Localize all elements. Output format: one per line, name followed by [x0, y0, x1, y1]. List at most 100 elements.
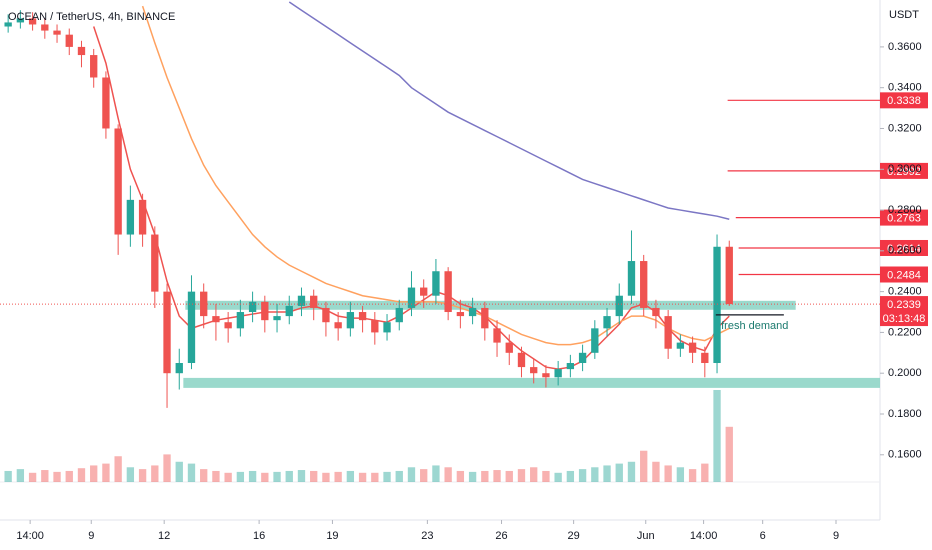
candle-body — [285, 305, 293, 317]
y-tick-label: 0.2000 — [888, 367, 922, 379]
volume-bar — [273, 471, 281, 482]
candle-body — [432, 271, 440, 296]
volume-bar — [688, 469, 697, 482]
volume-bar — [652, 461, 660, 482]
y-tick-label: 0.3600 — [888, 41, 922, 53]
volume-bar — [322, 472, 330, 482]
price-label: 0.3338 — [887, 95, 921, 107]
y-tick-label: 0.2400 — [888, 286, 922, 298]
candle-body — [664, 316, 672, 349]
candle-body — [163, 291, 171, 374]
candle-body — [407, 287, 416, 308]
volume-bar — [224, 472, 232, 482]
volume-bar — [28, 472, 37, 482]
volume-bar — [432, 465, 440, 482]
volume-bar — [640, 450, 648, 482]
candle-body — [640, 261, 648, 308]
plot — [4, 1, 880, 482]
volume-bar — [297, 470, 306, 482]
y-tick-label: 0.2800 — [888, 204, 922, 216]
moving-average — [288, 1, 730, 220]
price-label: 0.2992 — [887, 166, 921, 178]
price-label: 0.2484 — [887, 269, 921, 281]
volume-bar — [200, 469, 208, 482]
candle-body — [371, 320, 379, 333]
volume-bar — [90, 465, 98, 482]
candle-body — [224, 322, 232, 329]
x-tick-label: 14:00 — [690, 530, 718, 542]
candle-body — [627, 261, 636, 296]
candle-body — [358, 312, 367, 321]
x-tick-label: 16 — [253, 530, 265, 542]
candle-body — [261, 301, 269, 321]
y-tick-label: 0.2600 — [888, 245, 922, 257]
volume-bar — [444, 467, 452, 482]
countdown: 03:13:48 — [883, 313, 926, 325]
candle-body — [701, 352, 709, 364]
x-tick-label: 29 — [568, 530, 580, 542]
candle-body — [53, 30, 61, 35]
chart-title: OCEAN / TetherUS, 4h, BINANCE — [8, 11, 175, 23]
y-tick-label: 0.2200 — [888, 326, 922, 338]
candle-body — [4, 22, 12, 27]
candle-body — [493, 328, 501, 343]
candle-body — [383, 322, 391, 333]
volume-bar — [725, 426, 733, 482]
volume-bar — [713, 390, 721, 482]
volume-bar — [4, 470, 12, 482]
candle-body — [420, 287, 428, 296]
volume-bar — [395, 470, 403, 482]
candle-body — [126, 199, 135, 235]
candle-body — [615, 295, 623, 317]
price-label-bg — [880, 209, 928, 226]
y-tick-label: 0.1800 — [888, 408, 922, 420]
volume-bar — [615, 463, 623, 482]
annotation: fresh demand — [721, 320, 788, 332]
price-label-bg — [880, 162, 928, 179]
candle-body — [248, 301, 257, 313]
volume-bar — [530, 467, 538, 482]
candle-body — [676, 342, 685, 349]
price-label-bg — [880, 92, 928, 109]
volume-bar — [346, 470, 355, 482]
zone — [185, 300, 796, 310]
x-tick-label: 26 — [495, 530, 507, 542]
volume-bar — [627, 461, 636, 482]
volume-bar — [261, 472, 269, 482]
volume-bar — [102, 463, 110, 482]
volume-bar — [603, 465, 611, 482]
x-tick-label: Jun — [637, 530, 655, 542]
volume-bar — [468, 471, 477, 482]
volume-bar — [420, 469, 428, 482]
candle-body — [554, 369, 562, 378]
volume-bar — [481, 470, 489, 482]
y-tick-label: 0.3400 — [888, 82, 922, 94]
volume-bar — [175, 461, 183, 482]
price-label: 0.2763 — [887, 213, 921, 225]
volume-bar — [236, 471, 245, 482]
price-label-bg — [880, 239, 928, 256]
candle-body — [346, 312, 355, 329]
candle-body — [517, 352, 526, 368]
volume-bar — [41, 470, 49, 482]
price-label-bg — [880, 266, 928, 283]
candle-body — [297, 295, 306, 306]
volume-bar — [65, 470, 73, 482]
zone — [183, 377, 880, 388]
x-tick-label: 9 — [833, 530, 839, 542]
last-price-bg — [880, 296, 928, 327]
candle-body — [310, 295, 318, 308]
volume-bar — [542, 470, 550, 482]
volume-bar — [517, 469, 526, 482]
volume-bar — [138, 469, 147, 482]
candle-body — [138, 199, 147, 235]
candle-body — [102, 77, 110, 129]
volume-bar — [126, 467, 135, 482]
candle-body — [395, 307, 403, 323]
volume-bar — [456, 470, 465, 482]
volume-bar — [701, 463, 709, 482]
last-price-label: 0.2339 — [887, 299, 921, 311]
volume-bar — [53, 471, 61, 482]
candle-body — [688, 342, 697, 353]
